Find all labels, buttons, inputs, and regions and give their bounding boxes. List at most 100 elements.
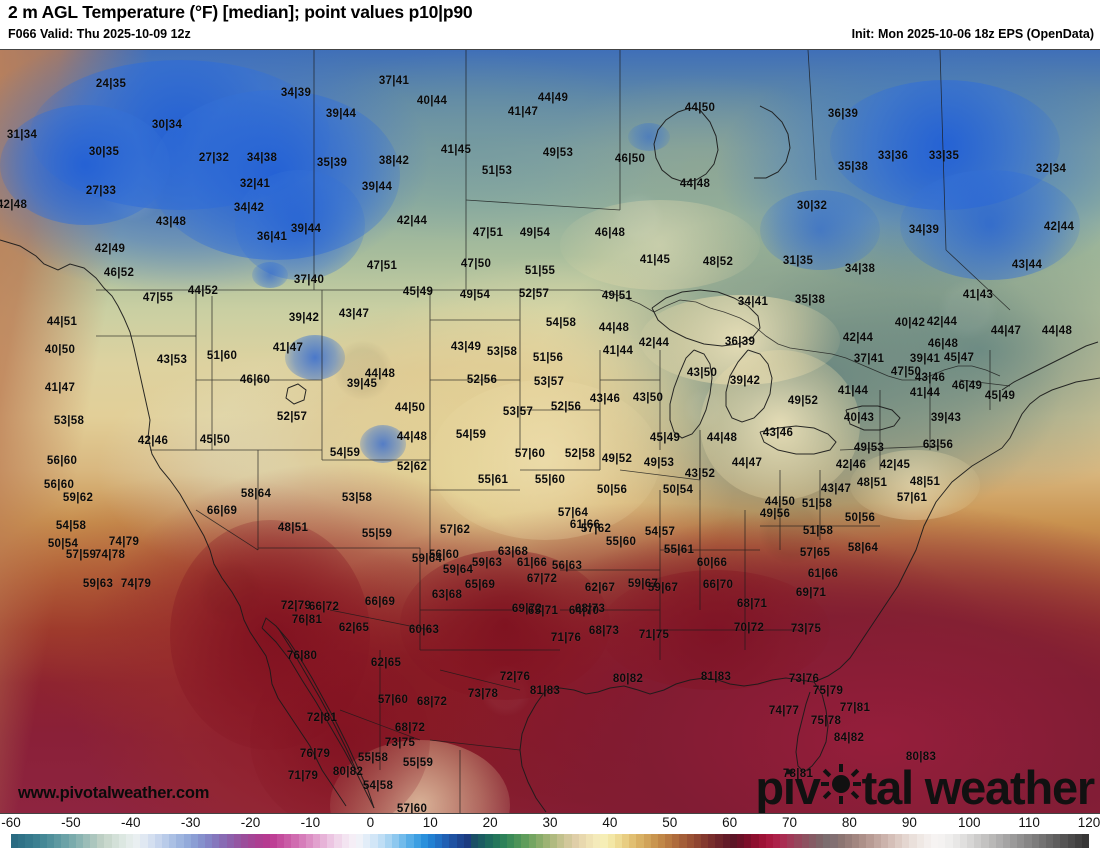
colorbar-segment	[636, 834, 644, 848]
colorbar-segment	[334, 834, 342, 848]
colorbar-segment	[621, 834, 630, 848]
colorbar-segment	[1081, 834, 1090, 848]
colorbar-segment	[118, 834, 126, 848]
lake-michigan-path	[669, 349, 713, 439]
colorbar-segment	[542, 834, 551, 848]
colorbar-segment	[212, 834, 220, 848]
colorbar-segment	[672, 834, 680, 848]
colorbar-segment	[923, 834, 931, 848]
colorbar-segment	[154, 834, 162, 848]
colorbar-segment	[1067, 834, 1075, 848]
colorbar-segment	[514, 834, 522, 848]
colorbar-segment	[363, 834, 371, 848]
colorbar-segment	[284, 834, 292, 848]
hot-pocket	[400, 550, 610, 700]
international-border	[599, 289, 1001, 381]
colorbar-segment	[1060, 834, 1068, 848]
state-border	[959, 379, 1011, 387]
valid-time-label: F066 Valid: Thu 2025-10-09 12z	[8, 27, 191, 41]
colorbar-segment	[1031, 834, 1039, 848]
colorbar-segment	[54, 834, 62, 848]
state-border	[619, 469, 701, 481]
cold-pocket	[900, 170, 1080, 280]
colorbar-segment	[844, 834, 852, 848]
brand-text-part1: piv	[755, 761, 821, 814]
coastline-path	[545, 677, 815, 695]
colorbar-segment	[1038, 834, 1046, 848]
colorbar-segment	[650, 834, 658, 848]
colorbar-tick: -30	[180, 815, 201, 830]
colorbar-segment	[895, 834, 903, 848]
map-viewport[interactable]: 31|3442|4830|3527|3324|3542|4946|5230|34…	[0, 49, 1100, 814]
colorbar-segment	[816, 834, 824, 848]
colorbar-segment	[226, 834, 234, 848]
state-border	[839, 445, 941, 451]
colorbar-segment	[442, 834, 450, 848]
brand-text-part2: tal weather	[861, 761, 1096, 814]
map-canvas[interactable]: 31|3442|4830|3527|3324|3542|4946|5230|34…	[0, 50, 1100, 813]
colorbar-segment	[298, 834, 306, 848]
state-border	[329, 609, 431, 631]
colorbar-segment	[241, 834, 249, 848]
colorbar-segment	[90, 834, 98, 848]
colorbar-segment	[219, 834, 227, 848]
colorbar-segment	[974, 834, 982, 848]
coastline-path	[0, 239, 259, 645]
colorbar-segment	[902, 834, 910, 848]
colorbar-segment	[758, 834, 766, 848]
colorbar-segment	[851, 834, 860, 848]
coastline-path	[261, 627, 375, 809]
init-time-label: Init: Mon 2025-10-06 18z EPS (OpenData)	[851, 27, 1094, 41]
lake-huron-path	[725, 349, 773, 423]
colorbar-segment	[190, 834, 198, 848]
coastline-path	[754, 105, 791, 179]
colorbar-segment	[82, 834, 91, 848]
state-border	[195, 509, 259, 551]
colorbar-segment	[995, 834, 1003, 848]
cold-pocket	[235, 170, 365, 280]
colorbar-segment	[550, 834, 558, 848]
colorbar-segment	[880, 834, 888, 848]
colorbar-segment	[161, 834, 170, 848]
colorbar-tick: 50	[662, 815, 678, 830]
state-border	[439, 669, 521, 691]
colorbar-segment	[492, 834, 500, 848]
colorbar-gradient[interactable]	[11, 834, 1090, 848]
cold-pocket	[252, 262, 288, 288]
coastline-path	[1001, 377, 1100, 449]
warm-pocket	[560, 200, 760, 290]
colorbar-tick: -20	[240, 815, 261, 830]
colorbar-segment	[772, 834, 781, 848]
colorbar-segment	[679, 834, 687, 848]
hot-pocket	[250, 650, 430, 813]
colorbar[interactable]: -60 -50 -40 -30 -20 -10 0 10 20 30 40 50 60 70 80 90 100…	[0, 814, 1100, 850]
colorbar-segment	[269, 834, 277, 848]
colorbar-tick: 60	[722, 815, 738, 830]
colorbar-tick: -50	[61, 815, 81, 830]
colorbar-segment	[348, 834, 356, 848]
colorbar-segment	[478, 834, 486, 848]
colorbar-tick: -40	[121, 815, 141, 830]
colorbar-segment	[823, 834, 831, 848]
coastline-path	[1001, 341, 1099, 391]
colorbar-segment	[312, 834, 321, 848]
colorbar-segment	[744, 834, 752, 848]
site-url-watermark: www.pivotalweather.com	[18, 784, 210, 802]
cold-pocket	[760, 190, 880, 270]
province-border	[939, 50, 947, 251]
colorbar-tick: 70	[782, 815, 798, 830]
coastline-path	[653, 107, 719, 183]
colorbar-segment	[140, 834, 148, 848]
colorbar-segment	[456, 834, 464, 848]
colorbar-segment	[708, 834, 716, 848]
coastline-path	[257, 643, 347, 807]
colorbar-tick-labels: -60 -50 -40 -30 -20 -10 0 10 20 30 40 50 60 70 80 90 100…	[0, 814, 1100, 833]
colorbar-segment	[97, 834, 105, 848]
colorbar-segment	[629, 834, 637, 848]
colorbar-segment	[248, 834, 256, 848]
colorbar-tick: 40	[602, 815, 618, 830]
warm-pocket	[850, 450, 980, 520]
cold-pocket	[360, 425, 406, 463]
colorbar-tick: 90	[901, 815, 917, 830]
colorbar-segment	[499, 834, 507, 848]
